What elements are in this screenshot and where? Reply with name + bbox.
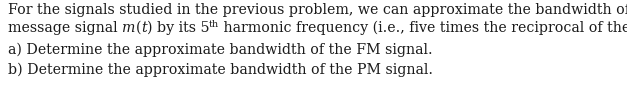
- Text: th: th: [209, 20, 219, 29]
- Text: t: t: [141, 21, 147, 35]
- Text: a) Determine the approximate bandwidth of the FM signal.: a) Determine the approximate bandwidth o…: [8, 43, 433, 57]
- Text: m: m: [122, 21, 135, 35]
- Text: harmonic frequency (i.e., five times the reciprocal of the period 1/T: harmonic frequency (i.e., five times the…: [219, 21, 627, 35]
- Text: b) Determine the approximate bandwidth of the PM signal.: b) Determine the approximate bandwidth o…: [8, 63, 433, 77]
- Text: (: (: [135, 21, 141, 35]
- Text: For the signals studied in the previous problem, we can approximate the bandwidt: For the signals studied in the previous …: [8, 3, 627, 17]
- Text: ) by its 5: ) by its 5: [147, 21, 209, 35]
- Text: message signal: message signal: [8, 21, 122, 35]
